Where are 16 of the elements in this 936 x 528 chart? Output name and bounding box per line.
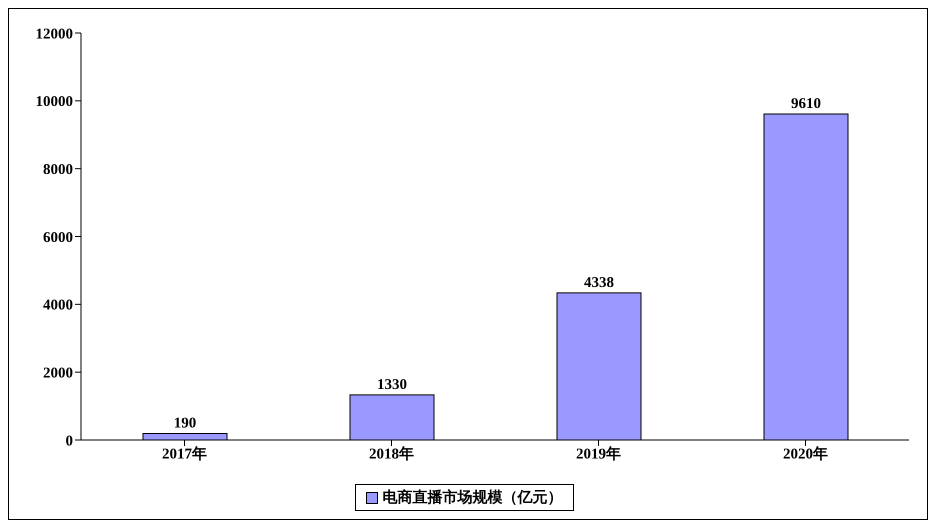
data-label: 9610	[791, 96, 821, 112]
x-tick-label: 2020年	[783, 446, 828, 463]
y-tick-label: 10000	[36, 94, 73, 110]
data-label: 1330	[377, 376, 407, 393]
y-tick-label: 2000	[43, 365, 73, 382]
y-tick-label: 4000	[43, 298, 73, 314]
y-tick-label: 6000	[43, 230, 73, 246]
y-tick-label: 0	[66, 433, 73, 450]
y-tick-label: 8000	[43, 162, 73, 178]
data-label: 190	[174, 416, 196, 432]
x-tick-label: 2017年	[162, 446, 207, 463]
legend-label: 电商直播市场规模（亿元）	[382, 488, 562, 507]
x-tick-label: 2018年	[369, 446, 414, 463]
x-tick-label: 2019年	[576, 446, 621, 463]
data-label: 4338	[584, 274, 614, 291]
y-tick-label: 12000	[36, 26, 73, 42]
